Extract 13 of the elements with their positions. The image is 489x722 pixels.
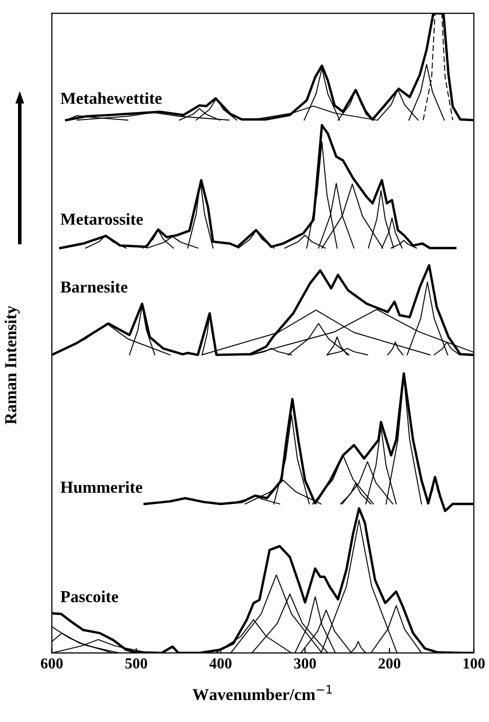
y-axis-title: Raman Intensity xyxy=(4,306,20,424)
x-tick-label: 200 xyxy=(378,658,400,669)
x-tick-label: 400 xyxy=(209,658,232,669)
series-label: Hummerite xyxy=(60,481,142,493)
x-tick-label: 100 xyxy=(464,658,485,669)
x-tick-label: 300 xyxy=(294,658,316,669)
x-tick-label: 500 xyxy=(125,658,148,669)
series-label: Barnesite xyxy=(60,280,128,293)
x-axis-title: Wavenumber/cm$^{−1}$ xyxy=(192,685,332,700)
series-label: Metahewettite xyxy=(60,92,162,104)
series-label: Metarossite xyxy=(60,213,143,225)
x-tick-label: 600 xyxy=(40,658,63,669)
series-label: Pascoite xyxy=(60,590,118,602)
